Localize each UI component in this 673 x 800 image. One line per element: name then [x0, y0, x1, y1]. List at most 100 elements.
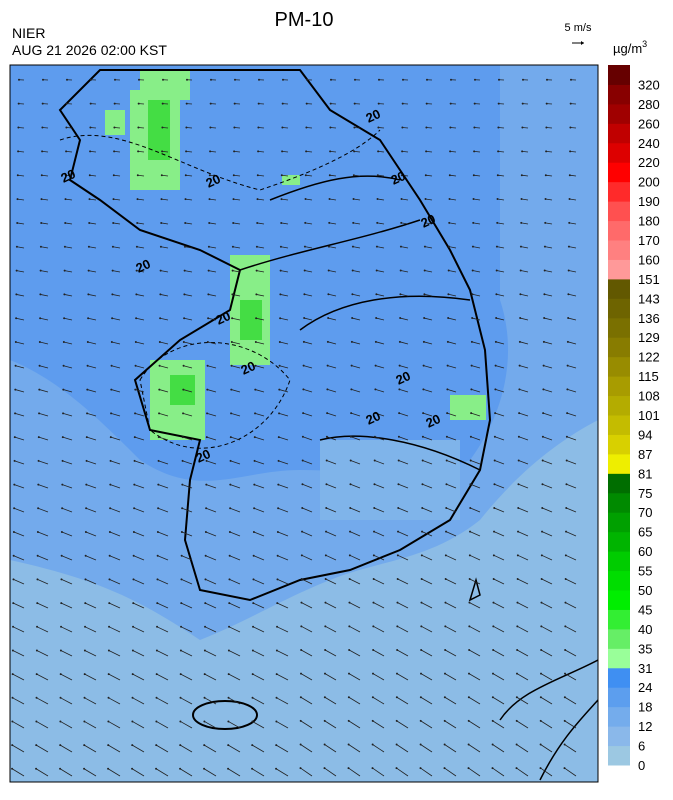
wind-arrow-head: [303, 365, 305, 367]
wind-arrow-head: [516, 673, 518, 675]
wind-arrow-head: [496, 222, 498, 224]
wind-arrow-head: [446, 460, 448, 462]
colorbar-box: [608, 240, 630, 260]
wind-arrow-head: [87, 317, 89, 319]
wind-arrow-head: [420, 696, 422, 698]
wind-arrow-head: [517, 507, 519, 509]
title: PM-10: [275, 9, 334, 31]
wind-arrow-head: [494, 460, 496, 462]
wind-arrow-head: [183, 365, 185, 367]
wind-arrow-head: [15, 293, 17, 295]
wind-arrow-head: [517, 554, 519, 556]
colorbar-label: 280: [638, 97, 660, 112]
wind-arrow-head: [39, 317, 41, 319]
wind-arrow-head: [349, 483, 351, 485]
wind-arrow-head: [399, 365, 401, 367]
wind-arrow-head: [518, 460, 520, 462]
wind-arrow-head: [258, 103, 260, 105]
wind-arrow-head: [354, 79, 356, 81]
wind-arrow-head: [541, 507, 543, 509]
wind-arrow-head: [448, 269, 450, 271]
wind-arrow-head: [86, 412, 88, 414]
wind-arrow-head: [41, 198, 43, 200]
wind-arrow-head: [36, 602, 38, 604]
wind-arrow-head: [280, 246, 282, 248]
wind-arrow-head: [305, 174, 307, 176]
wind-arrow-head: [258, 79, 260, 81]
wind-arrow-head: [204, 578, 206, 580]
wind-arrow-head: [14, 412, 16, 414]
wind-arrow-head: [304, 222, 306, 224]
wind-arrow-head: [204, 673, 206, 675]
wind-arrow-head: [300, 743, 302, 745]
wind-arrow-head: [131, 744, 133, 746]
wind-arrow-head: [12, 697, 14, 699]
wind-arrow-head: [520, 269, 522, 271]
colorbar-box: [608, 551, 630, 571]
wind-arrow-head: [179, 720, 181, 722]
wind-arrow-head: [277, 555, 279, 557]
wind-arrow-head: [207, 341, 209, 343]
wind-arrow-head: [63, 293, 65, 295]
wind-arrow-head: [63, 365, 65, 367]
wind-arrow-head: [373, 578, 375, 580]
wind-arrow-head: [181, 507, 183, 509]
wind-arrow-head: [135, 365, 137, 367]
wind-arrow-head: [468, 602, 470, 604]
wind-arrow-head: [349, 578, 351, 580]
wind-arrow-head: [275, 744, 277, 746]
wind-arrow-head: [276, 649, 278, 651]
wind-arrow-head: [541, 483, 543, 485]
wind-arrow-head: [110, 412, 112, 414]
wind-arrow-head: [60, 578, 62, 580]
wind-arrow-head: [444, 767, 446, 769]
wind-arrow-head: [447, 317, 449, 319]
wind-arrow-head: [564, 720, 566, 722]
wind-arrow-head: [254, 460, 256, 462]
wind-arrow-head: [349, 554, 351, 556]
wind-arrow-head: [279, 317, 281, 319]
wind-arrow-head: [60, 626, 62, 628]
wind-arrow-head: [565, 578, 567, 580]
wind-arrow-head: [375, 341, 377, 343]
wind-arrow-head: [39, 341, 41, 343]
wind-arrow-head: [564, 673, 566, 675]
colorbar-label: 65: [638, 525, 652, 540]
wind-arrow-head: [301, 483, 303, 485]
colorbar-label: 101: [638, 408, 660, 423]
wind-arrow-head: [39, 293, 41, 295]
wind-arrow-head: [87, 293, 89, 295]
wind-arrow-head: [422, 388, 424, 390]
wind-arrow-head: [470, 436, 472, 438]
wind-arrow-head: [40, 246, 42, 248]
wind-arrow-head: [281, 198, 283, 200]
wind-arrow-head: [278, 460, 280, 462]
wind-arrow-head: [12, 626, 14, 628]
wind-arrow-head: [372, 625, 374, 627]
wind-arrow-head: [159, 317, 161, 319]
wind-arrow-head: [497, 198, 499, 200]
wind-arrow-head: [227, 768, 229, 770]
wind-arrow-head: [303, 341, 305, 343]
wind-arrow-head: [157, 507, 159, 509]
wind-arrow-head: [37, 484, 39, 486]
wind-arrow-head: [204, 649, 206, 651]
wind-arrow-head: [518, 412, 520, 414]
wind-arrow-head: [256, 246, 258, 248]
wind-arrow-head: [229, 507, 231, 509]
colorbar-box: [608, 396, 630, 416]
wind-arrow-head: [88, 270, 90, 272]
patch: [450, 395, 486, 420]
wind-arrow-head: [254, 389, 256, 391]
wind-arrow-head: [209, 127, 211, 129]
wind-arrow-head: [111, 293, 113, 295]
wind-arrow-head: [519, 341, 521, 343]
wind-arrow-head: [181, 531, 183, 533]
wind-arrow-head: [325, 483, 327, 485]
wind-arrow-head: [542, 412, 544, 414]
wind-arrow-head: [134, 460, 136, 462]
wind-arrow-head: [472, 246, 474, 248]
colorbar-label: 45: [638, 602, 652, 617]
wind-arrow-head: [545, 150, 547, 152]
wind-arrow-head: [472, 222, 474, 224]
